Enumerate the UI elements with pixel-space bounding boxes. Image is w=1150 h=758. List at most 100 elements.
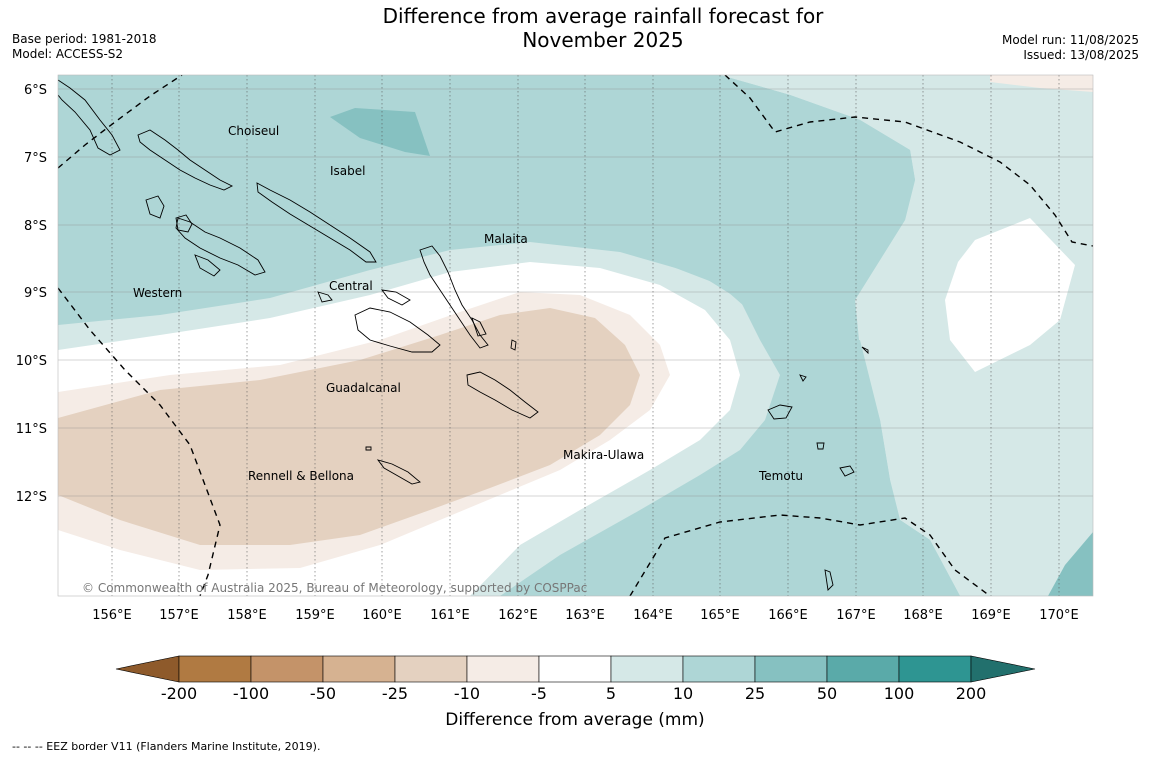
island-choiseul: [137, 129, 234, 191]
lon-label: 157°E: [159, 608, 199, 623]
island-bellona: [365, 446, 372, 451]
province-labels: Choiseul Isabel Malaita Western Central …: [133, 124, 803, 483]
base-period-text: Base period: 1981-2018: [12, 32, 157, 46]
lat-label: 9°S: [24, 286, 47, 301]
place-label-isabel: Isabel: [330, 164, 365, 178]
island-santa-cruz: [767, 404, 793, 420]
lon-label: 165°E: [700, 608, 740, 623]
eez-borders: [58, 75, 1093, 596]
eez-footnote: -- -- -- EEZ border V11 (Flanders Marine…: [12, 740, 321, 753]
lon-label: 170°E: [1039, 608, 1079, 623]
eez-border-west: [58, 287, 221, 596]
map-contours: [58, 75, 1093, 596]
island-bougainville-tip: [58, 79, 121, 156]
lon-label: 161°E: [430, 608, 470, 623]
place-label-rennell-bellona: Rennell & Bellona: [248, 469, 354, 483]
colorbar-tick-label: -100: [233, 684, 269, 700]
place-label-temotu: Temotu: [758, 469, 803, 483]
issued-text: Issued: 13/08/2025: [1023, 48, 1139, 62]
contour-pale-northeast: [990, 75, 1093, 92]
colorbar-tick-label: 50: [817, 684, 837, 700]
colorbar-tick-label: 200: [956, 684, 987, 700]
lon-label: 168°E: [903, 608, 943, 623]
legend-title: Difference from average (mm): [445, 710, 705, 730]
island-reef: [799, 374, 807, 382]
contour-dark-patch: [330, 108, 430, 156]
longitude-labels: 156°E 157°E 158°E 159°E 160°E 161°E 162°…: [92, 608, 1079, 623]
colorbar-tick-label: 100: [884, 684, 915, 700]
lat-label: 11°S: [16, 422, 47, 437]
lon-label: 156°E: [92, 608, 132, 623]
place-label-malaita: Malaita: [484, 232, 528, 246]
lat-label: 12°S: [16, 490, 47, 505]
island-vella: [145, 195, 165, 219]
place-label-makira-ulawa: Makira-Ulawa: [563, 448, 644, 462]
colorbar-extend-low: [115, 655, 180, 683]
lat-label: 10°S: [16, 354, 47, 369]
island-rennell: [376, 459, 421, 485]
lat-label: 8°S: [24, 219, 47, 234]
island-russell: [317, 291, 333, 303]
lon-label: 169°E: [971, 608, 1011, 623]
island-anuta: [824, 569, 834, 591]
island-duff: [861, 346, 869, 355]
colorbar-tick-label: -50: [310, 684, 336, 700]
eez-border-north-east: [724, 75, 1093, 247]
colorbar-segment: [898, 655, 972, 683]
colorbar-tick-label: -25: [382, 684, 408, 700]
lon-label: 160°E: [362, 608, 402, 623]
colorbar-segment: [250, 655, 324, 683]
colorbar-extend-high: [970, 655, 1036, 683]
copyright-text: © Commonwealth of Australia 2025, Bureau…: [82, 581, 587, 595]
latitude-labels: 6°S 7°S 8°S 9°S 10°S 11°S 12°S: [16, 83, 47, 505]
island-isabel: [256, 182, 377, 263]
colorbar-tick-label: -10: [454, 684, 480, 700]
lat-gridlines: [58, 88, 1093, 497]
colorbar-segment: [322, 655, 396, 683]
eez-border-north-west: [58, 75, 183, 169]
island-florida: [380, 289, 411, 306]
eez-border-south: [629, 514, 991, 596]
contour-white-east: [945, 218, 1075, 372]
colorbar-segment: [178, 655, 252, 683]
colorbar-segment: [610, 655, 684, 683]
colorbar-tick-label: 10: [673, 684, 693, 700]
lon-label: 163°E: [565, 608, 605, 623]
lon-label: 159°E: [295, 608, 335, 623]
lat-label: 6°S: [24, 83, 47, 98]
contour-light-teal-east: [720, 75, 1093, 596]
place-label-western: Western: [133, 286, 182, 300]
model-text: Model: ACCESS-S2: [12, 47, 124, 61]
place-label-choiseul: Choiseul: [228, 124, 279, 138]
colorbar-tick-label: 25: [745, 684, 765, 700]
map-frame: [57, 74, 1094, 597]
colorbar-segment: [466, 655, 540, 683]
place-label-central: Central: [329, 279, 373, 293]
island-utupua: [816, 442, 825, 450]
island-rendova: [194, 254, 221, 277]
place-label-guadalcanal: Guadalcanal: [326, 381, 401, 395]
colorbar-legend: -200 -100 -50 -25 -10 -5 5 10 25 50 100 200: [115, 655, 1036, 700]
map-title-line-1: Difference from average rainfall forecas…: [382, 4, 824, 28]
colorbar-tick-label: -200: [161, 684, 197, 700]
lon-label: 166°E: [768, 608, 808, 623]
colorbar-tick-label: -5: [531, 684, 547, 700]
lon-label: 158°E: [227, 608, 267, 623]
colorbar-segment: [682, 655, 756, 683]
colorbar-segment: [394, 655, 468, 683]
map-title-line-2: November 2025: [522, 28, 684, 52]
island-ulawa: [510, 339, 517, 351]
contour-light-brown: [58, 308, 640, 545]
island-kolombangara: [175, 214, 193, 233]
lat-label: 7°S: [24, 151, 47, 166]
colorbar-segment: [754, 655, 828, 683]
colorbar-segment: [826, 655, 900, 683]
island-new-georgia: [175, 217, 266, 276]
island-makira: [466, 371, 539, 419]
model-run-text: Model run: 11/08/2025: [1001, 33, 1139, 47]
island-small-malaita: [471, 317, 487, 337]
map-title: Difference from average rainfall forecas…: [0, 4, 1150, 52]
forecast-map: 6°S 7°S 8°S 9°S 10°S 11°S 12°S 156°E 157…: [16, 74, 1094, 700]
island-vanikoro: [839, 465, 855, 477]
lon-label: 167°E: [836, 608, 876, 623]
